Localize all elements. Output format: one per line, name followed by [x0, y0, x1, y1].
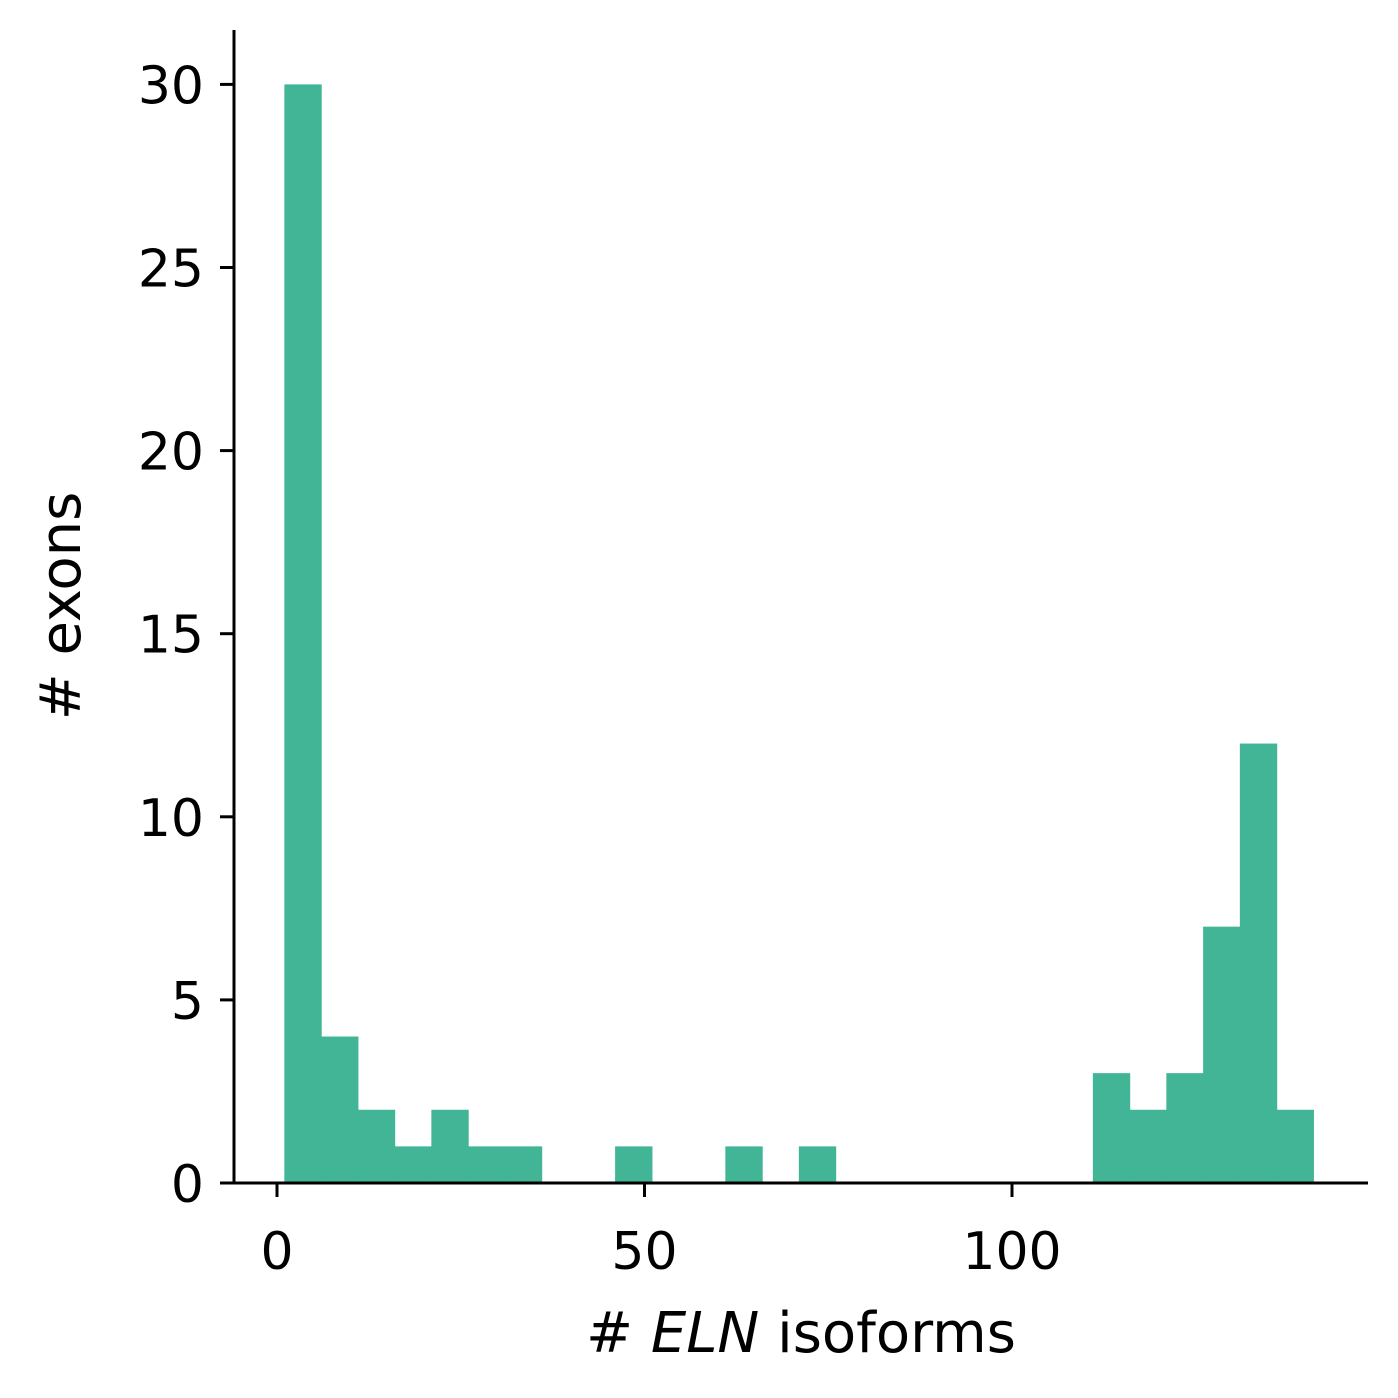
y-tick-label: 25 [138, 240, 204, 300]
histogram-bar-6 [504, 1146, 543, 1183]
histogram-bar-7 [615, 1146, 653, 1183]
histogram-bar-8 [725, 1146, 763, 1183]
histogram-bar-10 [1092, 1073, 1131, 1183]
y-tick-label: 5 [171, 972, 204, 1032]
x-axis-ticks: 0 50 100 [260, 1183, 1062, 1282]
y-axis-label: # exons [29, 492, 94, 721]
x-axis-label: # ELN isoforms [586, 1301, 1016, 1366]
histogram-bar-11 [1129, 1109, 1167, 1183]
histogram-bar-9 [798, 1146, 837, 1183]
histogram-bar-4 [431, 1109, 469, 1183]
y-tick-label: 30 [138, 56, 204, 116]
y-tick-label: 0 [171, 1155, 204, 1215]
histogram-bar-5 [468, 1146, 506, 1183]
x-tick-label: 100 [962, 1222, 1061, 1282]
y-axis-ticks: 0 5 10 15 20 25 30 [138, 56, 234, 1215]
histogram-bar-12 [1166, 1073, 1204, 1183]
x-axis-label-part: # [586, 1301, 651, 1366]
histogram-bar-13 [1203, 926, 1241, 1183]
histogram-bar-2 [357, 1109, 396, 1183]
y-tick-label: 15 [138, 606, 204, 666]
histogram-bar-1 [321, 1036, 359, 1183]
x-tick-label: 0 [260, 1222, 293, 1282]
x-tick-label: 50 [611, 1222, 677, 1282]
y-tick-label: 20 [138, 423, 204, 483]
histogram-bars [284, 84, 1314, 1183]
x-axis-label-part: ELN [651, 1301, 759, 1366]
y-tick-label: 10 [138, 789, 204, 849]
histogram-bar-15 [1276, 1109, 1314, 1183]
histogram-bar-0 [284, 84, 322, 1183]
x-axis-label-part: isoforms [759, 1301, 1016, 1366]
histogram-bar-3 [394, 1146, 432, 1183]
histogram-bar-14 [1239, 743, 1278, 1183]
